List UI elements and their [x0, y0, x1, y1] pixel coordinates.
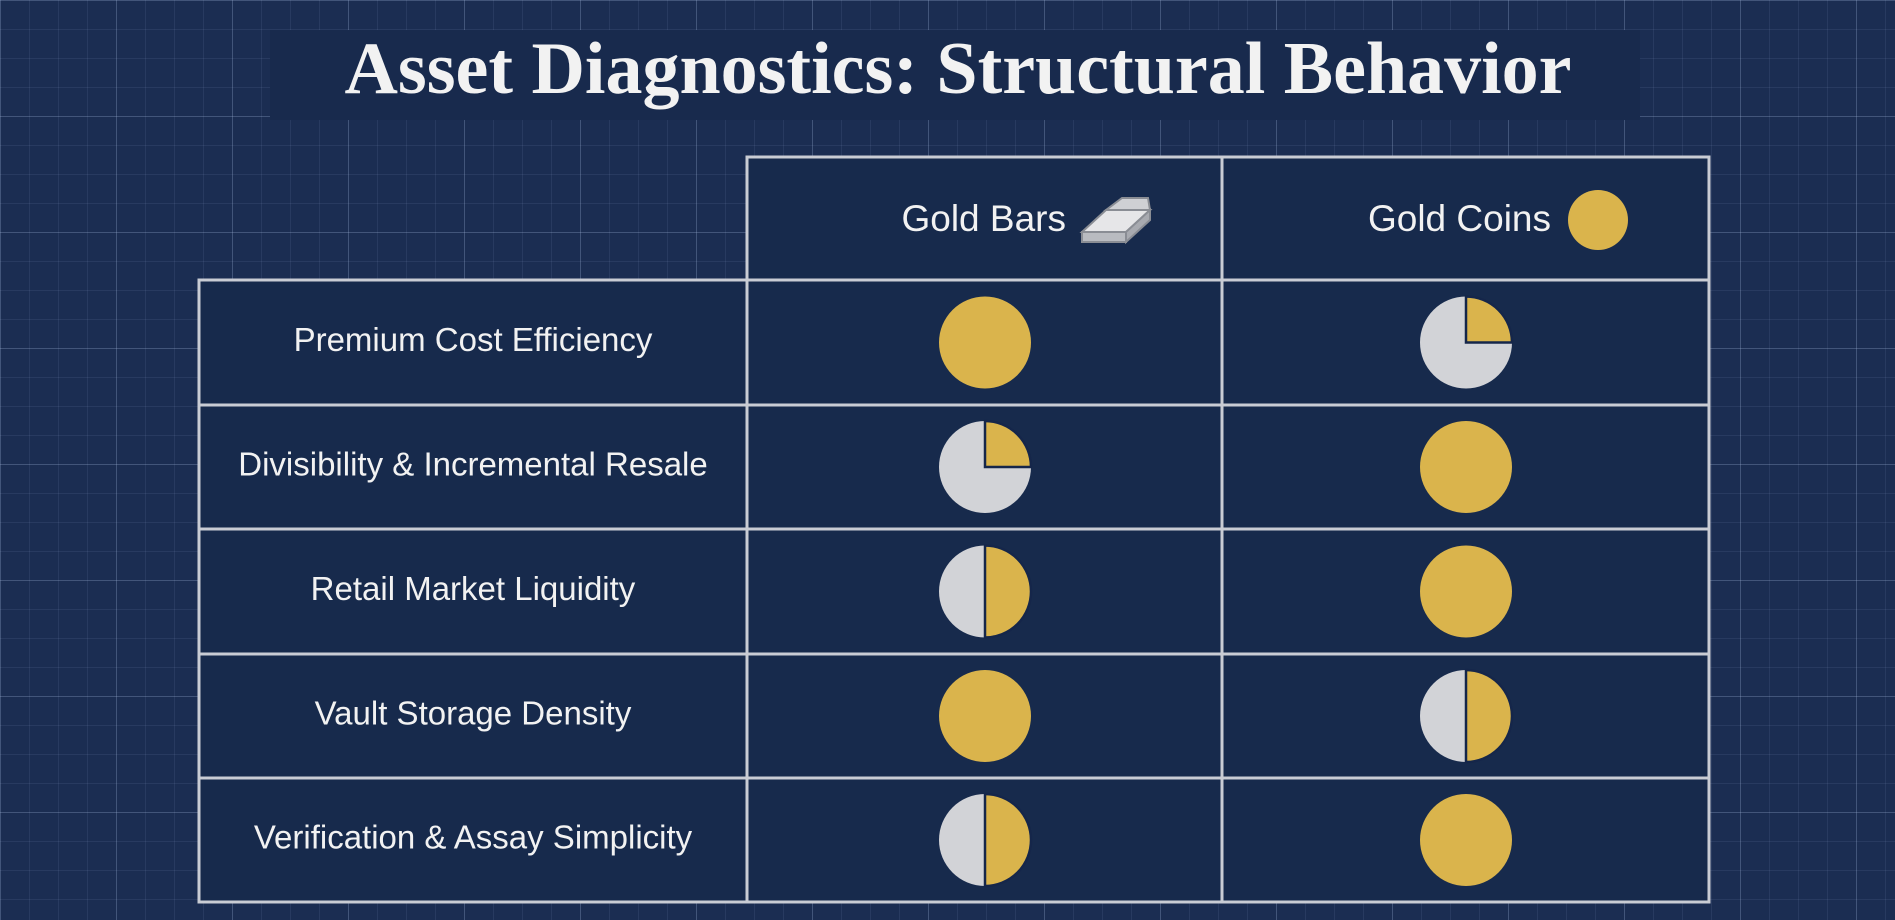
- harvey-ball: [1420, 545, 1512, 638]
- ball-wedge: [983, 544, 1033, 639]
- harvey-ball: [939, 670, 1031, 762]
- row-label: Divisibility & Incremental Resale: [238, 446, 708, 483]
- ball-wedge: [1464, 295, 1514, 344]
- ball-fill: [1420, 421, 1512, 513]
- title-band: [270, 30, 1640, 120]
- row-label: Retail Market Liquidity: [311, 570, 636, 607]
- row-label: Verification & Assay Simplicity: [254, 819, 693, 856]
- table-cell: [197, 527, 749, 656]
- harvey-ball: [1420, 421, 1512, 513]
- harvey-ball: [939, 544, 1033, 639]
- column-header: Gold Coins: [1368, 198, 1551, 239]
- harvey-ball: [1420, 668, 1514, 764]
- harvey-ball: [1420, 794, 1512, 886]
- harvey-ball: [1420, 295, 1514, 389]
- harvey-ball: [939, 419, 1033, 513]
- gold-coin-icon: [1568, 190, 1628, 250]
- table-cell: [197, 776, 749, 904]
- ball-fill: [939, 296, 1031, 389]
- harvey-ball: [939, 296, 1031, 389]
- table-cell: [197, 278, 749, 407]
- gold-bar-icon: [1079, 197, 1153, 245]
- ball-wedge: [983, 419, 1033, 469]
- ball-fill: [939, 670, 1031, 762]
- ball-wedge: [1464, 668, 1514, 764]
- ball-fill: [1420, 794, 1512, 886]
- ball-fill: [1420, 545, 1512, 638]
- table-cell: [197, 403, 749, 531]
- table-cell: [197, 652, 749, 780]
- column-header: Gold Bars: [901, 198, 1066, 239]
- row-label: Vault Storage Density: [315, 695, 632, 732]
- ball-wedge: [983, 792, 1033, 888]
- row-label: Premium Cost Efficiency: [294, 321, 653, 358]
- title: Asset Diagnostics: Structural Behavior: [344, 28, 1571, 110]
- table: Gold Bars Gold Coins Premium Cost Efficien…: [197, 155, 1711, 904]
- harvey-ball: [939, 792, 1033, 888]
